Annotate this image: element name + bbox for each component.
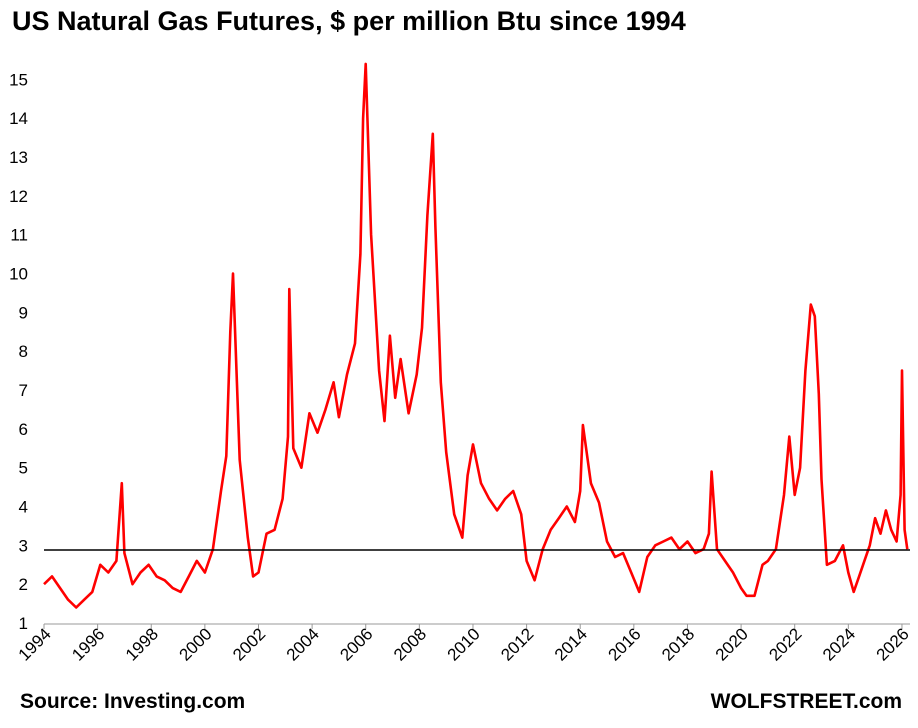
chart-title: US Natural Gas Futures, $ per million Bt… — [12, 6, 686, 36]
y-tick-label: 7 — [19, 381, 28, 400]
x-tick-label: 2008 — [390, 624, 430, 664]
x-tick-label: 1998 — [122, 624, 162, 664]
y-tick-label: 13 — [9, 148, 28, 167]
credit-label: WOLFSTREET.com — [710, 690, 902, 713]
x-tick-label: 2026 — [873, 624, 913, 664]
x-tick-label: 2012 — [497, 624, 537, 664]
y-tick-label: 3 — [19, 536, 28, 555]
plot-area — [43, 62, 910, 609]
y-tick-label: 8 — [19, 342, 28, 361]
y-tick-label: 11 — [10, 226, 28, 245]
x-tick-label: 2010 — [444, 624, 484, 664]
y-tick-label: 12 — [9, 187, 28, 206]
y-tick-label: 10 — [9, 265, 28, 284]
x-tick-label: 2020 — [712, 624, 752, 664]
x-tick-label: 2006 — [336, 624, 376, 664]
x-tick-label: 2022 — [765, 624, 805, 664]
source-label: Source: Investing.com — [20, 690, 246, 713]
y-tick-label: 2 — [19, 575, 28, 594]
y-tick-label: 9 — [19, 303, 28, 322]
y-tick-label: 6 — [19, 420, 28, 439]
y-tick-label: 5 — [19, 459, 28, 478]
x-tick-label: 2018 — [658, 624, 698, 664]
x-axis: 1994 1996 1998 2000 2002 2004 2006 2008 2010 2012… — [15, 623, 913, 665]
y-tick-label: 14 — [9, 109, 28, 128]
x-tick-label: 2014 — [551, 624, 591, 664]
x-tick-label: 2000 — [176, 624, 216, 664]
x-tick-label: 2002 — [229, 624, 269, 664]
x-tick-label: 1996 — [68, 624, 108, 664]
x-tick-label: 2016 — [604, 624, 644, 664]
y-tick-label: 4 — [19, 498, 28, 517]
y-tick-label: 1 — [19, 614, 28, 633]
series-line — [43, 62, 909, 609]
x-tick-label: 2024 — [819, 624, 859, 664]
y-tick-label: 15 — [9, 70, 28, 89]
x-tick-label: 2004 — [283, 624, 323, 664]
